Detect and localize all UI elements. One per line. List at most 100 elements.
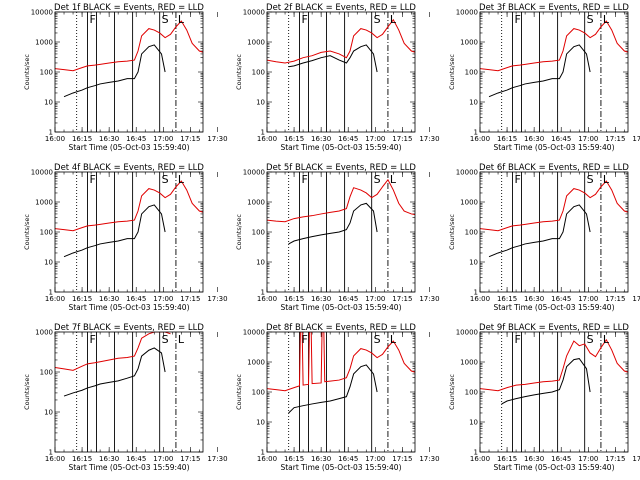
y-tick-label: 1000 [35, 199, 53, 207]
x-tick-label: 16:45 [126, 455, 146, 463]
x-tick-label: 16:30 [99, 455, 119, 463]
panel-det-2: Det 2f BLACK = Events, RED = LLD Counts/s… [235, 3, 440, 152]
x-tick-label: 17:00 [365, 295, 385, 303]
marker-annotation: F [514, 13, 520, 26]
plot-frame [266, 11, 416, 133]
x-axis-label: Start Time (05-Oct-03 15:59:40) [493, 463, 614, 472]
x-tick-label: 16:45 [551, 135, 571, 143]
x-tick-label: 16:30 [311, 455, 331, 463]
x-tick-label: 16:45 [338, 135, 358, 143]
marker-annotation: S [162, 333, 169, 346]
series-line-lld [480, 180, 628, 232]
x-tick-label: 16:15 [497, 295, 517, 303]
y-tick-label: 10 [469, 419, 478, 427]
y-tick-label: 1000 [35, 329, 53, 337]
plot-area [55, 12, 203, 132]
y-tick-label: 10 [256, 259, 265, 267]
x-tick-label: 16:15 [284, 135, 304, 143]
series-line-lld [267, 18, 415, 64]
x-tick-label: 16:30 [311, 135, 331, 143]
plot-area [480, 12, 628, 132]
panel-det-9: Det 9f BLACK = Events, RED = LLD Counts/s… [448, 323, 640, 472]
x-axis-label: Start Time (05-Oct-03 15:59:40) [68, 143, 189, 152]
panel-det-7: Det 7f BLACK = Events, RED = LLD Counts/s… [23, 323, 228, 472]
series-line-events [63, 347, 166, 397]
marker-annotation: F [89, 333, 95, 346]
y-tick-label: 10 [256, 99, 265, 107]
x-tick-label: 16:00 [470, 455, 490, 463]
x-tick-label: 17:00 [153, 455, 173, 463]
x-tick-label: 16:00 [257, 135, 277, 143]
x-tick-label: 17:30 [207, 455, 227, 463]
marker-annotation: S [374, 173, 381, 186]
plot-area [55, 332, 177, 452]
y-axis-label: Counts/sec [448, 54, 456, 90]
y-tick-label: 1 [261, 289, 265, 297]
y-tick-label: 100 [465, 69, 478, 77]
x-tick-label: 16:00 [470, 135, 490, 143]
series-line-events [288, 364, 378, 414]
y-axis-label: Counts/sec [235, 374, 243, 410]
y-tick-label: 10000 [456, 329, 478, 337]
x-tick-label: 16:45 [551, 455, 571, 463]
series-line-lld [480, 20, 628, 72]
plot-area [55, 172, 203, 292]
y-tick-label: 1000 [460, 199, 478, 207]
x-tick-label: 17:30 [419, 455, 439, 463]
panel-title: Det 8f BLACK = Events, RED = LLD [266, 323, 416, 333]
y-tick-label: 10000 [243, 9, 265, 17]
x-tick-label: 16:30 [99, 295, 119, 303]
x-tick-label: 17:00 [153, 295, 173, 303]
plot-frame [54, 331, 204, 453]
x-tick-label: 17:30 [632, 135, 640, 143]
plot-area [267, 12, 415, 132]
x-tick-label: 16:45 [338, 455, 358, 463]
x-tick-label: 17:00 [578, 455, 598, 463]
x-tick-label: 16:00 [470, 295, 490, 303]
panel-det-4: Det 4f BLACK = Events, RED = LLD Counts/s… [23, 163, 228, 312]
y-tick-label: 1000 [247, 359, 265, 367]
x-tick-label: 16:15 [497, 135, 517, 143]
panel-title: Det 3f BLACK = Events, RED = LLD [479, 3, 629, 13]
series-line-lld [267, 332, 415, 392]
x-tick-label: 17:15 [605, 455, 625, 463]
x-tick-label: 17:15 [180, 455, 200, 463]
y-tick-label: 10 [44, 259, 53, 267]
y-tick-label: 10000 [31, 9, 53, 17]
y-tick-label: 100 [252, 229, 265, 237]
x-tick-label: 17:30 [207, 295, 227, 303]
y-tick-label: 100 [252, 389, 265, 397]
marker-annotation: S [587, 333, 594, 346]
y-tick-label: 10 [256, 419, 265, 427]
marker-annotation: S [587, 13, 594, 26]
y-tick-label: 10000 [243, 169, 265, 177]
x-axis-label: Start Time (05-Oct-03 15:59:40) [280, 143, 401, 152]
plot-area [480, 172, 628, 292]
y-axis-label: Counts/sec [235, 214, 243, 250]
y-tick-label: 1 [474, 289, 478, 297]
y-tick-label: 1000 [460, 359, 478, 367]
x-tick-label: 17:15 [605, 135, 625, 143]
series-line-lld [267, 178, 415, 223]
x-axis-label: Start Time (05-Oct-03 15:59:40) [493, 303, 614, 312]
x-tick-label: 16:00 [257, 455, 277, 463]
panel-det-5: Det 5f BLACK = Events, RED = LLD Counts/s… [235, 163, 440, 312]
x-axis-label: Start Time (05-Oct-03 15:59:40) [280, 303, 401, 312]
y-tick-label: 1 [49, 289, 53, 297]
x-tick-label: 17:30 [419, 295, 439, 303]
panel-title: Det 4f BLACK = Events, RED = LLD [54, 163, 204, 173]
panel-title: Det 6f BLACK = Events, RED = LLD [479, 163, 629, 173]
x-tick-label: 16:45 [551, 295, 571, 303]
x-tick-label: 16:00 [45, 455, 65, 463]
series-line-lld [55, 332, 171, 371]
y-tick-label: 1000 [247, 39, 265, 47]
x-tick-label: 17:30 [207, 135, 227, 143]
x-tick-label: 16:15 [497, 455, 517, 463]
y-tick-label: 1 [261, 449, 265, 457]
y-tick-label: 10000 [456, 9, 478, 17]
panel-det-6: Det 6f BLACK = Events, RED = LLD Counts/s… [448, 163, 640, 312]
x-tick-label: 16:30 [311, 295, 331, 303]
plot-frame [54, 171, 204, 293]
y-tick-label: 100 [465, 389, 478, 397]
